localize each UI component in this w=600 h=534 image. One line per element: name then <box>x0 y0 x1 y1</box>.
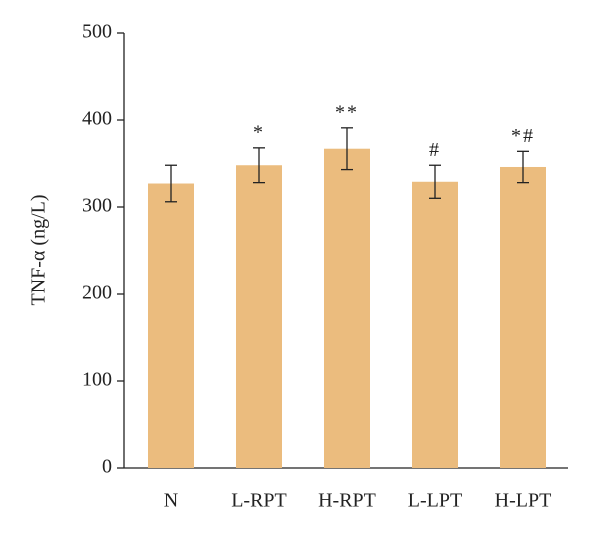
bar <box>500 166 546 469</box>
y-tick-label: 0 <box>102 456 112 478</box>
bar <box>412 181 458 468</box>
annotation: ** <box>335 101 359 123</box>
y-tick-label: 300 <box>82 195 112 217</box>
y-tick-label: 500 <box>82 21 112 43</box>
x-tick-label: H-RPT <box>318 490 376 512</box>
y-tick-label: 400 <box>82 108 112 130</box>
annotation: *# <box>511 125 535 147</box>
x-tick-label: L-RPT <box>231 490 287 512</box>
bar <box>236 165 282 469</box>
y-tick-label: 100 <box>82 369 112 391</box>
y-axis-label: TNF-α (ng/L) <box>28 194 50 305</box>
bar <box>324 148 370 468</box>
x-tick-label: H-LPT <box>495 490 552 512</box>
bar <box>148 183 194 468</box>
annotation: # <box>429 139 441 161</box>
annotation: * <box>253 121 265 143</box>
x-tick-label: N <box>164 490 178 512</box>
y-tick-label: 200 <box>82 282 112 304</box>
x-tick-label: L-LPT <box>408 490 462 512</box>
